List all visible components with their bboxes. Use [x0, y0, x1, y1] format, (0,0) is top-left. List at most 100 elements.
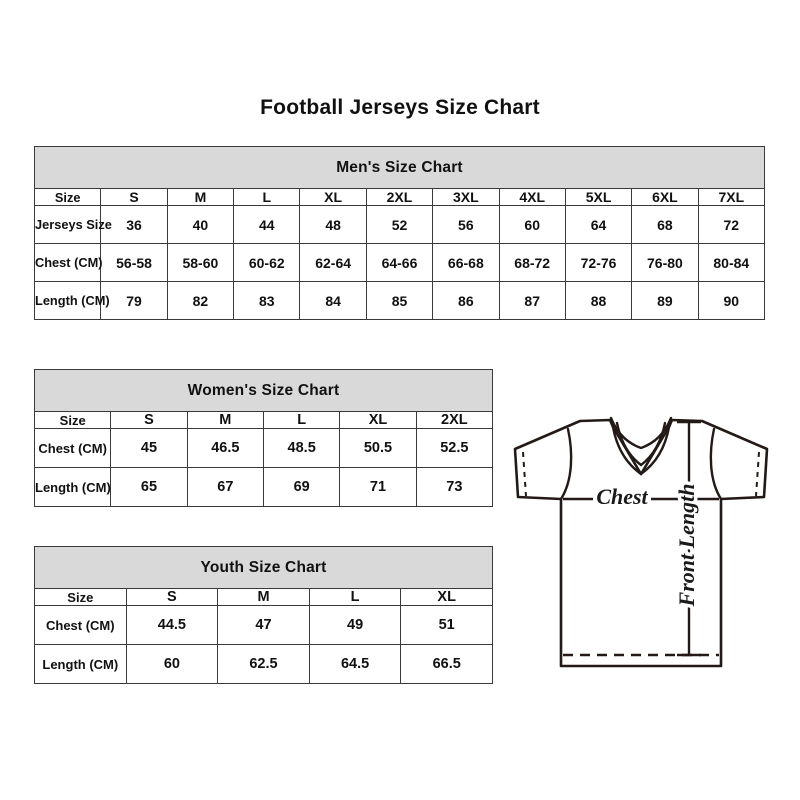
table-row: Chest (CM) 56-58 58-60 60-62 62-64 64-66… — [33, 243, 766, 282]
womens-row-label-chest: Chest (CM) — [33, 428, 112, 468]
womens-chest-2xl: 52.5 — [415, 428, 494, 468]
youth-col-header-xl: XL — [400, 588, 493, 606]
mens-size-chart-table: Men's Size Chart Size S M L XL 2XL 3XL 4… — [33, 146, 766, 320]
left-sleeve-seam — [559, 427, 573, 501]
womens-chest-l: 48.5 — [262, 428, 341, 468]
youth-row-label-length: Length (CM) — [34, 644, 127, 684]
collar-line-middle — [615, 421, 667, 467]
mens-col-header-m: M — [166, 188, 235, 206]
youth-col-header-l: L — [308, 588, 402, 606]
jersey-outline — [513, 418, 769, 668]
mens-col-header-5xl: 5XL — [564, 188, 633, 206]
mens-chest-xl: 62-64 — [299, 243, 367, 282]
mens-jerseys-size-3xl: 56 — [432, 205, 500, 244]
table-row: Length (CM) 60 62.5 64.5 66.5 — [34, 644, 493, 684]
youth-col-header-s: S — [125, 588, 219, 606]
table-row: Jerseys Size 36 40 44 48 52 56 60 64 68 … — [33, 205, 766, 244]
mens-length-5xl: 88 — [564, 281, 633, 320]
mens-jerseys-size-5xl: 64 — [564, 205, 633, 244]
mens-length-7xl: 90 — [697, 281, 766, 320]
youth-size-chart-table: Youth Size Chart Size S M L XL Chest (CM… — [34, 546, 493, 684]
mens-table-column-header-row: Size S M L XL 2XL 3XL 4XL 5XL 6XL 7XL — [33, 188, 766, 206]
mens-length-3xl: 86 — [432, 281, 500, 320]
mens-col-header-2xl: 2XL — [365, 188, 434, 206]
mens-jerseys-size-7xl: 72 — [697, 205, 766, 244]
mens-length-2xl: 85 — [365, 281, 434, 320]
jersey-measurement-diagram: Chest Front Length Front Length — [505, 400, 777, 692]
mens-chest-3xl: 66-68 — [432, 243, 500, 282]
mens-length-m: 82 — [166, 281, 235, 320]
womens-col-header-m: M — [186, 411, 264, 429]
collar-line-outer — [611, 425, 671, 476]
youth-chest-s: 44.5 — [125, 605, 219, 645]
womens-length-2xl: 73 — [415, 467, 494, 507]
mens-table-title-row: Men's Size Chart — [34, 146, 765, 189]
mens-chest-5xl: 72-76 — [564, 243, 633, 282]
womens-col-header-xl: XL — [339, 411, 417, 429]
mens-chest-6xl: 76-80 — [631, 243, 699, 282]
mens-jerseys-size-l: 44 — [233, 205, 301, 244]
mens-col-header-s: S — [100, 188, 168, 206]
mens-table-body: Jerseys Size 36 40 44 48 52 56 60 64 68 … — [33, 205, 766, 320]
womens-col-header-2xl: 2XL — [415, 411, 494, 429]
chest-label: Chest — [596, 484, 648, 509]
right-cuff-stitch — [755, 451, 760, 497]
womens-length-m: 67 — [186, 467, 264, 507]
mens-length-l: 83 — [233, 281, 301, 320]
front-length-label: Front Length — [674, 484, 699, 608]
youth-length-l: 64.5 — [308, 644, 402, 684]
mens-col-header-3xl: 3XL — [432, 188, 500, 206]
mens-row-label-header: Size — [33, 188, 102, 206]
mens-col-header-4xl: 4XL — [498, 188, 566, 206]
womens-row-label-header: Size — [33, 411, 112, 429]
front-length-label-backing: Front Length — [674, 484, 699, 608]
womens-table-column-header-row: Size S M L XL 2XL — [33, 411, 494, 429]
table-row: Length (CM) 79 82 83 84 85 86 87 88 89 9… — [33, 281, 766, 320]
womens-table-title-row: Women's Size Chart — [34, 369, 493, 412]
mens-jerseys-size-s: 36 — [100, 205, 168, 244]
youth-chest-l: 49 — [308, 605, 402, 645]
mens-col-header-l: L — [233, 188, 301, 206]
womens-chest-xl: 50.5 — [339, 428, 417, 468]
womens-chest-s: 45 — [110, 428, 188, 468]
right-sleeve-seam — [709, 427, 723, 501]
youth-table-head: Youth Size Chart Size S M L XL — [34, 546, 493, 606]
youth-table-title: Youth Size Chart — [34, 546, 493, 589]
mens-jerseys-size-4xl: 60 — [498, 205, 566, 244]
page-title: Football Jerseys Size Chart — [260, 96, 540, 119]
womens-table-body: Chest (CM) 45 46.5 48.5 50.5 52.5 Length… — [33, 428, 494, 507]
mens-length-4xl: 87 — [498, 281, 566, 320]
mens-table-title: Men's Size Chart — [34, 146, 765, 189]
mens-col-header-6xl: 6XL — [631, 188, 699, 206]
womens-chest-m: 46.5 — [186, 428, 264, 468]
mens-chest-2xl: 64-66 — [365, 243, 434, 282]
table-row: Length (CM) 65 67 69 71 73 — [33, 467, 494, 507]
youth-length-m: 62.5 — [217, 644, 310, 684]
womens-length-xl: 71 — [339, 467, 417, 507]
table-row: Chest (CM) 44.5 47 49 51 — [34, 605, 493, 645]
mens-jerseys-size-m: 40 — [166, 205, 235, 244]
mens-chest-l: 60-62 — [233, 243, 301, 282]
womens-row-label-length: Length (CM) — [33, 467, 112, 507]
youth-table-body: Chest (CM) 44.5 47 49 51 Length (CM) 60 … — [34, 605, 493, 684]
mens-col-header-7xl: 7XL — [697, 188, 766, 206]
youth-length-xl: 66.5 — [400, 644, 493, 684]
mens-chest-7xl: 80-84 — [697, 243, 766, 282]
youth-length-s: 60 — [125, 644, 219, 684]
mens-chest-s: 56-58 — [100, 243, 168, 282]
womens-size-chart-table: Women's Size Chart Size S M L XL 2XL Che… — [33, 369, 494, 507]
collar-line-inner — [609, 416, 673, 450]
womens-length-s: 65 — [110, 467, 188, 507]
youth-table-column-header-row: Size S M L XL — [34, 588, 493, 606]
youth-row-label-header: Size — [34, 588, 127, 606]
mens-jerseys-size-6xl: 68 — [631, 205, 699, 244]
womens-col-header-l: L — [262, 411, 341, 429]
table-row: Chest (CM) 45 46.5 48.5 50.5 52.5 — [33, 428, 494, 468]
mens-length-xl: 84 — [299, 281, 367, 320]
youth-table-title-row: Youth Size Chart — [34, 546, 493, 589]
womens-col-header-s: S — [110, 411, 188, 429]
mens-row-label-jerseys-size: Jerseys Size — [33, 205, 112, 244]
youth-row-label-chest: Chest (CM) — [34, 605, 127, 645]
mens-row-label-chest: Chest (CM) — [33, 243, 103, 282]
